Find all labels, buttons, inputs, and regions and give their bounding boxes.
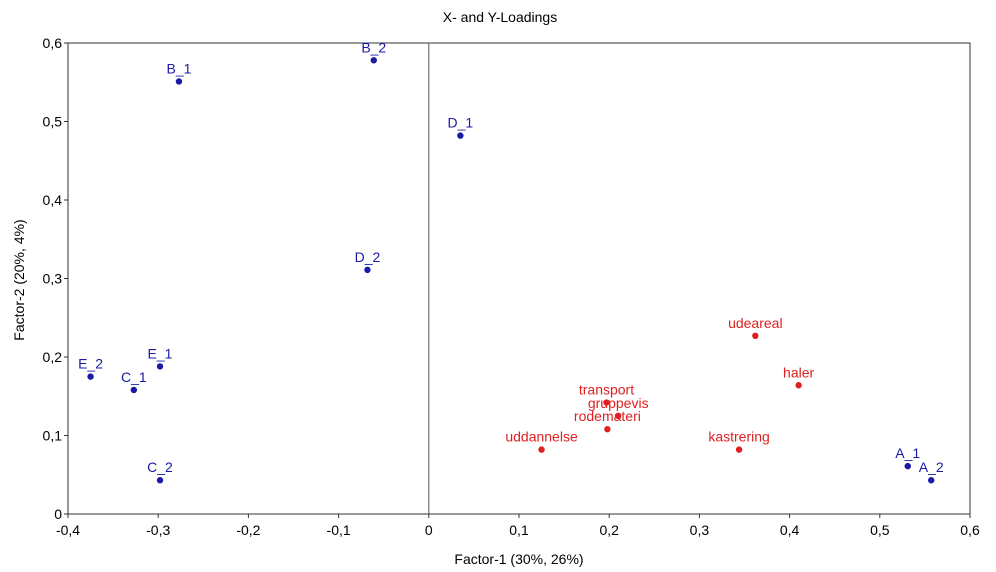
data-point [130, 386, 138, 394]
x-axis-label: Factor-1 (30%, 26%) [454, 551, 583, 567]
data-point-label: E_2 [78, 356, 103, 372]
x-tick-label: 0,5 [870, 522, 890, 538]
y-tick-label: 0,5 [43, 114, 63, 130]
y-axis-label: Factor-2 (20%, 4%) [11, 219, 27, 340]
data-point-label: rodemateri [574, 408, 641, 424]
y-tick-label: 0,4 [43, 192, 63, 208]
x-tick-label: 0,4 [780, 522, 800, 538]
data-point-label: B_1 [166, 60, 191, 76]
y-tick-label: 0,1 [43, 428, 63, 444]
data-point [538, 446, 545, 453]
data-point [752, 332, 759, 340]
x-axis-ticks: -0,4 -0,3 -0,2 -0,1 0 0,1 0,2 0,3 0,4 0,5 0,6 [56, 514, 980, 538]
data-point-label: E_1 [148, 345, 173, 361]
data-point-label: C_1 [121, 369, 147, 385]
data-points: B_1 B_2 D_1 D_2 E_1 E_2 C_1 C_2 A_1A_2 udeareal ha… [78, 39, 944, 484]
data-point [156, 363, 164, 370]
data-point-label: haler [783, 364, 814, 380]
y-tick-label: 0,3 [43, 271, 63, 287]
data-point-label: udeareal [728, 315, 783, 331]
x-tick-label: -0,4 [56, 522, 80, 538]
data-point-label: uddannelse [505, 429, 578, 445]
data-point [603, 399, 610, 406]
x-tick-label: 0 [425, 522, 433, 538]
data-point [928, 477, 935, 484]
x-tick-label: 0,1 [509, 522, 529, 538]
data-point [735, 446, 743, 453]
chart-title: X- and Y-Loadings [443, 9, 557, 25]
data-point-label: D_1 [448, 115, 474, 131]
data-point [175, 78, 183, 85]
data-point-label: C_2 [147, 459, 173, 475]
data-point [904, 462, 911, 470]
data-point-label: A_2 [919, 459, 944, 475]
data-point [370, 57, 377, 64]
data-point-label: transport [579, 382, 634, 398]
y-tick-label: 0,6 [43, 35, 63, 51]
y-tick-label: 0,2 [43, 349, 63, 365]
data-point-label: B_2 [361, 39, 386, 55]
data-point-label: A_1 [895, 445, 920, 461]
data-point [615, 412, 622, 420]
x-tick-label: -0,3 [146, 522, 170, 538]
data-point [156, 477, 164, 484]
x-tick-label: -0,1 [327, 522, 351, 538]
x-tick-label: 0,2 [599, 522, 619, 538]
x-tick-label: 0,3 [690, 522, 710, 538]
x-tick-label: -0,2 [236, 522, 260, 538]
y-tick-label: 0 [54, 506, 62, 522]
data-point [364, 266, 371, 274]
data-point-label: kastrering [708, 429, 769, 445]
data-point [795, 382, 802, 389]
data-point [604, 426, 611, 433]
data-point-label: D_2 [355, 249, 381, 265]
data-point [87, 373, 94, 380]
data-point [457, 132, 464, 139]
y-axis-ticks: 0 0,1 0,2 0,3 0,4 0,5 0,6 [43, 35, 68, 522]
data-point-label: gruppevis [588, 395, 649, 411]
x-tick-label: 0,6 [960, 522, 980, 538]
